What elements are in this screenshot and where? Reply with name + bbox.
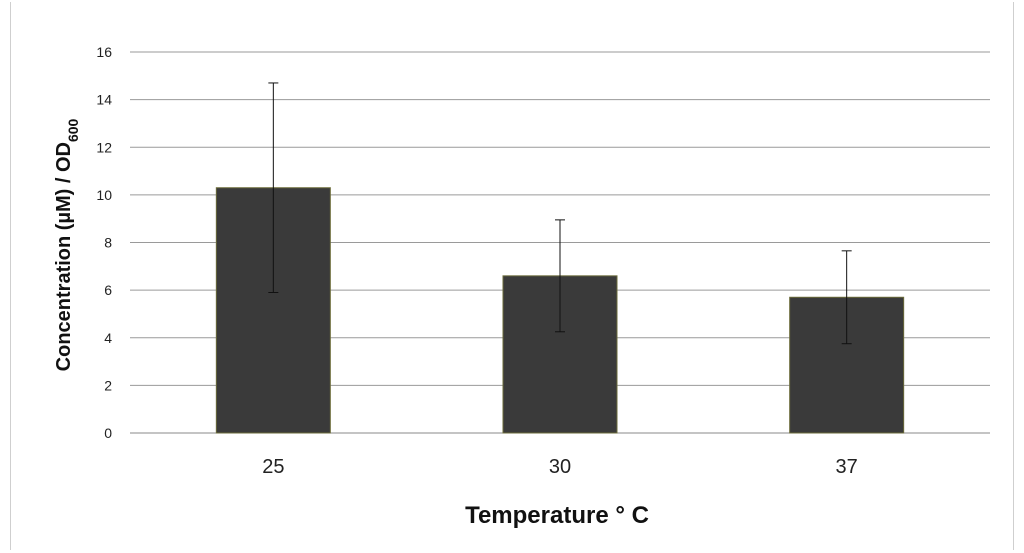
x-tick-labels: 25 30 37 — [262, 456, 858, 478]
chart-frame — [10, 2, 1014, 550]
error-bar — [268, 82, 279, 294]
x-axis-title: Temperature ° C — [465, 502, 649, 529]
y-tick-label: 6 — [104, 282, 112, 298]
error-bar — [841, 250, 852, 345]
x-tick-label: 25 — [262, 456, 284, 478]
y-tick-label: 10 — [96, 187, 112, 203]
y-tick-label: 4 — [104, 330, 112, 346]
y-axis-title: Concentration (µM) / OD600 — [53, 118, 81, 371]
y-tick-label: 12 — [96, 139, 112, 155]
x-tick-label: 30 — [549, 456, 571, 478]
y-tick-label: 0 — [104, 425, 112, 441]
x-tick-label: 37 — [836, 456, 858, 478]
y-axis-title-subscript: 600 — [65, 118, 81, 142]
bars — [215, 187, 905, 434]
y-tick-label: 14 — [96, 92, 112, 108]
y-axis-title-main: Concentration (µM) / OD — [53, 142, 75, 371]
y-tick-label: 16 — [96, 44, 112, 60]
y-tick-labels: 0 2 4 6 8 10 12 14 16 — [96, 44, 112, 441]
y-tick-label: 2 — [104, 377, 112, 393]
error-bar — [555, 219, 565, 333]
error-bars — [268, 82, 852, 345]
y-tick-label: 8 — [104, 235, 112, 251]
